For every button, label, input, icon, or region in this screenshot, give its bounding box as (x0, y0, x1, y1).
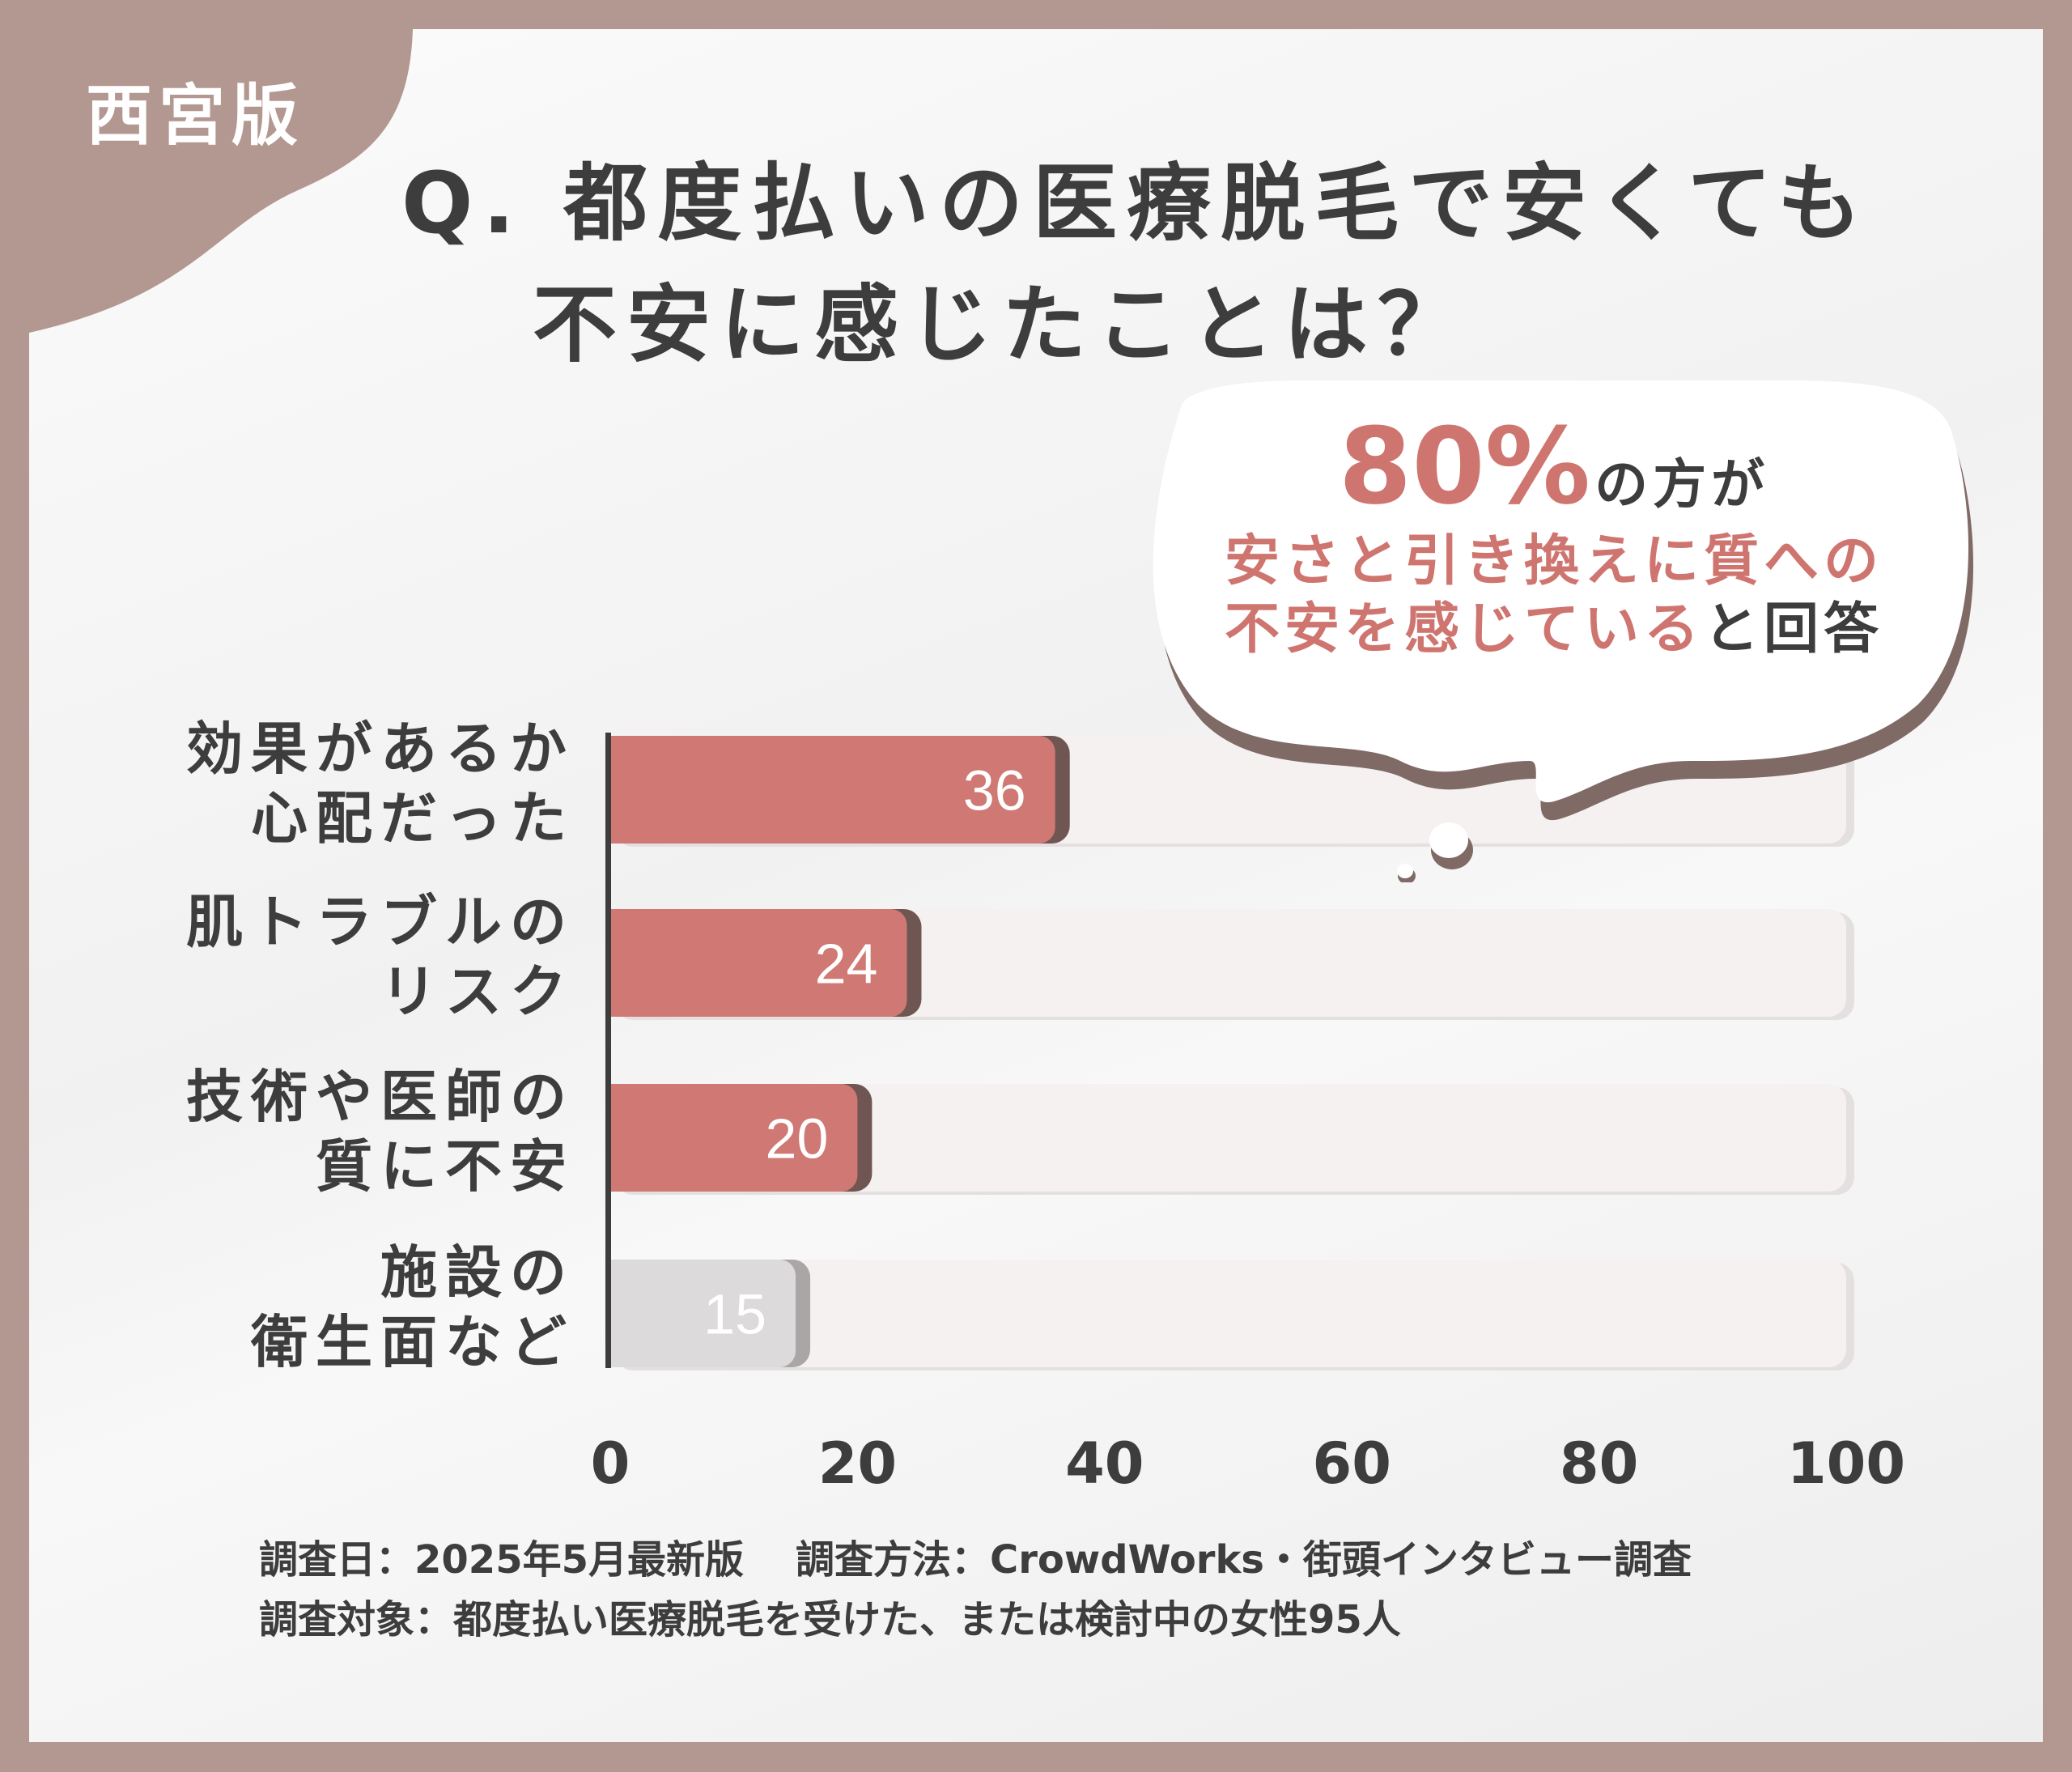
title-line-1: Q. 都度払いの医療脱毛で安くても (401, 154, 1871, 253)
callout-percent: 80% (1338, 405, 1591, 528)
x-tick-label: 0 (591, 1430, 631, 1497)
bar (610, 909, 907, 1017)
category-label: 衛生面など (250, 1309, 575, 1375)
category-label: 施設の (380, 1239, 575, 1306)
speech-bubble (1153, 380, 1974, 882)
x-tick-label: 40 (1065, 1430, 1144, 1497)
bar-value-label: 15 (703, 1283, 766, 1346)
callout-suffix: の方が (1594, 453, 1770, 516)
bar-base (610, 1084, 635, 1192)
bar (610, 1260, 796, 1367)
bar (610, 736, 1055, 844)
corner-shape (29, 29, 413, 333)
category-label: 肌トラブルの (186, 889, 575, 955)
bar-value-label: 36 (963, 759, 1026, 822)
x-tick-label: 80 (1560, 1430, 1638, 1497)
x-tick-label: 20 (818, 1430, 897, 1497)
callout-line-1: 安さと引き換えに質への (1224, 529, 1883, 593)
category-label: 質に不安 (316, 1133, 575, 1200)
bar-track (610, 1260, 1846, 1367)
x-tick-label: 60 (1312, 1430, 1391, 1497)
survey-target: 調査対象：都度払い医療脱毛を受けた、または検討中の女性95人 (259, 1597, 1401, 1642)
bar-base (610, 909, 635, 1017)
bar-base (610, 1260, 635, 1367)
x-tick-label: 100 (1787, 1430, 1905, 1497)
y-axis-line (605, 733, 611, 1368)
bar-value-label: 24 (815, 933, 878, 996)
callout-line-2-plain: と回答 (1704, 597, 1884, 661)
callout-line-2-highlight: 不安を感じている (1224, 597, 1704, 661)
bar-track (610, 1084, 1846, 1192)
infographic-panel: 西宮版 Q. 都度払いの医療脱毛で安くても 不安に感じたことは？ (29, 29, 2043, 1742)
bar (610, 1084, 858, 1192)
survey-date: 調査日：2025年5月最新版 (259, 1537, 744, 1583)
callout-text: 80% の方が 安さと引き換えに質への 不安を感じていると回答 (1149, 405, 1959, 664)
category-label: 心配だった (251, 785, 575, 852)
bar-base (610, 736, 635, 844)
title-line-2: 不安に感じたことは？ (533, 275, 1472, 374)
region-badge: 西宮版 (86, 78, 305, 155)
survey-method: 調査方法：CrowdWorks・街頭インタビュー調査 (796, 1537, 1692, 1583)
category-label: リスク (380, 958, 575, 1025)
category-label: 技術や医師の (186, 1064, 575, 1130)
category-label: 効果があるか (186, 716, 575, 782)
survey-footer: 調査日：2025年5月最新版 調査方法：CrowdWorks・街頭インタビュー調査… (259, 1530, 1743, 1650)
bar-value-label: 20 (766, 1107, 829, 1171)
page-title: Q. 都度払いの医療脱毛で安くても 不安に感じたことは？ (401, 142, 1871, 385)
